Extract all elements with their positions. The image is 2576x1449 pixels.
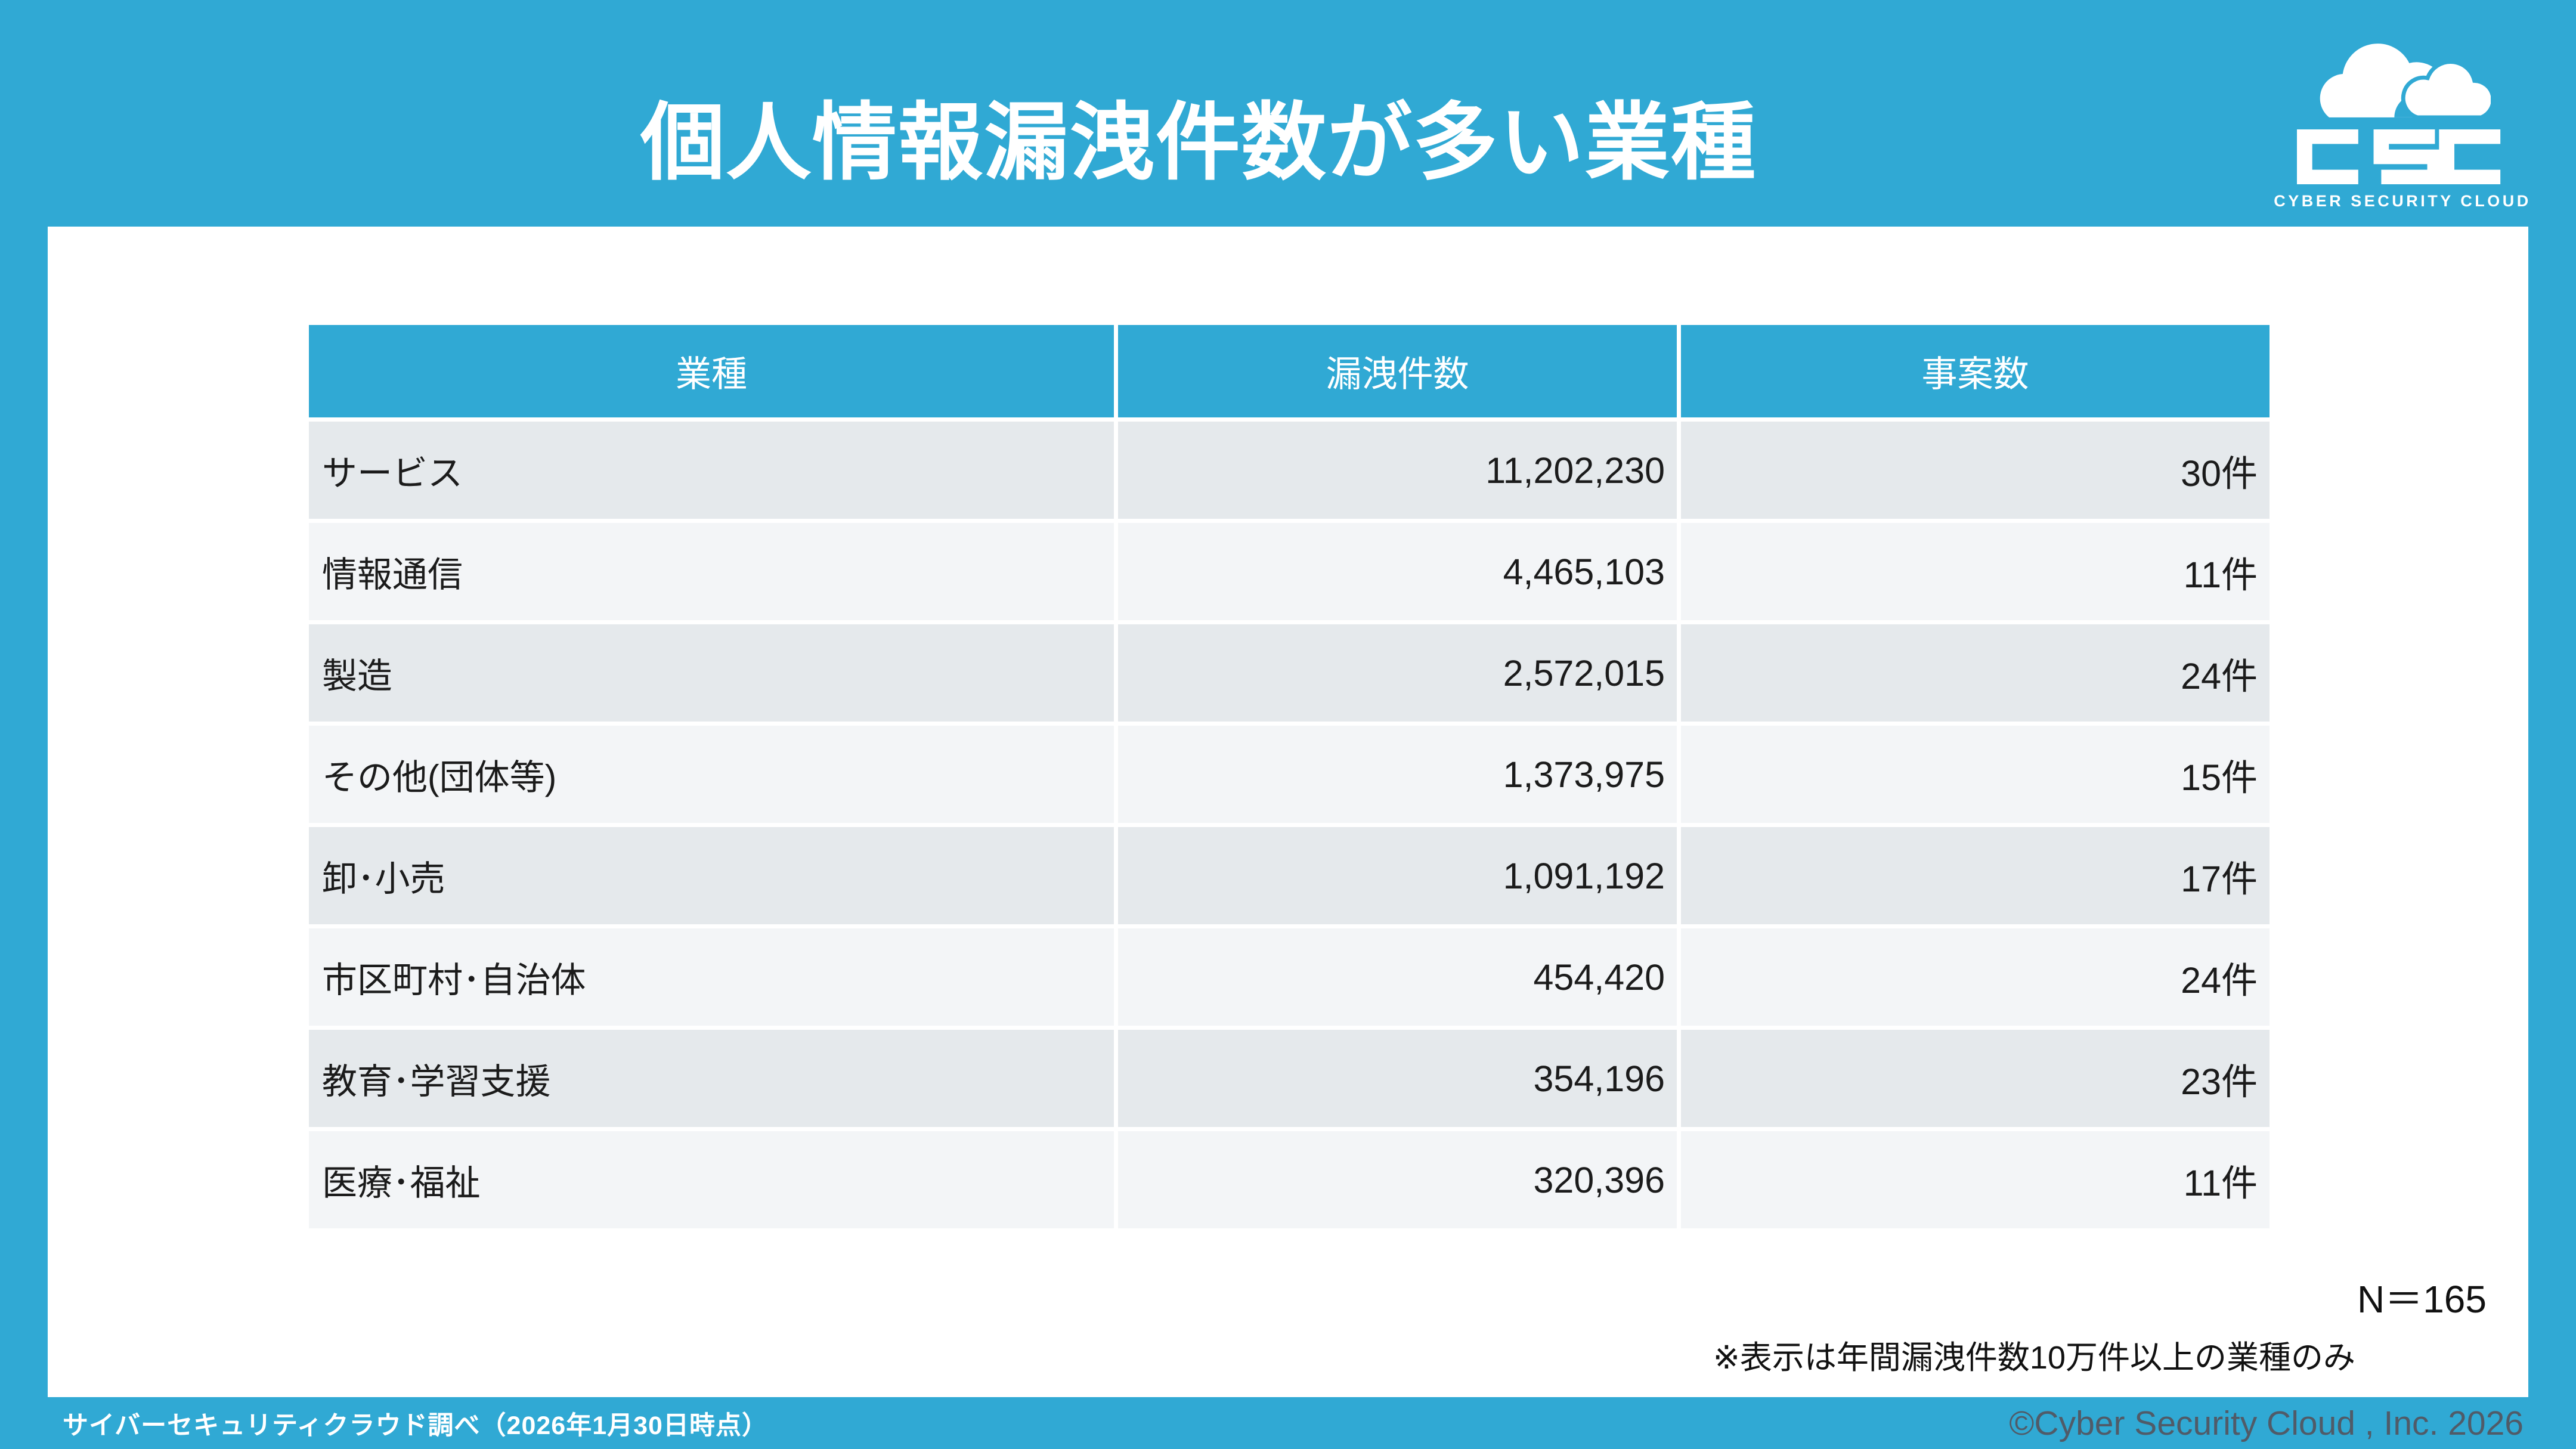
- csc-wordmark-icon: [2296, 129, 2501, 185]
- footer: サイバーセキュリティクラウド調べ（2026年1月30日時点） ©Cyber Se…: [0, 1397, 2576, 1449]
- leak-table: 業種 漏洩件数 事案数 サービス 11,202,230 30件 情報通信 4,4…: [309, 325, 2270, 1228]
- source-label: サイバーセキュリティクラウド調べ（2026年1月30日時点）: [63, 1411, 768, 1440]
- industry-cell: 卸･小売: [309, 827, 1114, 924]
- column-header-industry: 業種: [309, 325, 1114, 417]
- industry-cell: 製造: [309, 624, 1114, 722]
- case-count-cell: 11件: [1681, 523, 2270, 620]
- leak-count-cell: 2,572,015: [1118, 624, 1677, 722]
- case-count-cell: 24件: [1681, 928, 2270, 1026]
- leak-count-cell: 1,091,192: [1118, 827, 1677, 924]
- leak-count-cell: 354,196: [1118, 1030, 1677, 1127]
- case-count-cell: 15件: [1681, 726, 2270, 823]
- leak-count-cell: 320,396: [1118, 1131, 1677, 1228]
- industry-cell: 医療･福祉: [309, 1131, 1114, 1228]
- filter-note: ※表示は年間漏洩件数10万件以上の業種のみ: [1713, 1340, 2355, 1376]
- case-count-cell: 30件: [1681, 422, 2270, 519]
- industry-cell: サービス: [309, 422, 1114, 519]
- case-count-cell: 11件: [1681, 1131, 2270, 1228]
- industry-cell: その他(団体等): [309, 726, 1114, 823]
- page-title: 個人情報漏洩件数が多い業種: [640, 95, 1757, 190]
- industry-cell: 情報通信: [309, 523, 1114, 620]
- leak-count-cell: 1,373,975: [1118, 726, 1677, 823]
- case-count-cell: 23件: [1681, 1030, 2270, 1127]
- copyright-label: ©Cyber Security Cloud , Inc. 2026: [2009, 1404, 2524, 1442]
- column-header-leak-count: 漏洩件数: [1118, 325, 1677, 417]
- cloud-icon: [2320, 44, 2491, 120]
- industry-cell: 教育･学習支援: [309, 1030, 1114, 1127]
- industry-cell: 市区町村･自治体: [309, 928, 1114, 1026]
- leak-count-cell: 4,465,103: [1118, 523, 1677, 620]
- csc-logo: CYBER SECURITY CLOUD: [2274, 35, 2528, 210]
- case-count-cell: 17件: [1681, 827, 2270, 924]
- leak-count-cell: 11,202,230: [1118, 422, 1677, 519]
- case-count-cell: 24件: [1681, 624, 2270, 722]
- column-header-case-count: 事案数: [1681, 325, 2270, 417]
- logo-tagline: CYBER SECURITY CLOUD: [2274, 192, 2531, 210]
- leak-count-cell: 454,420: [1118, 928, 1677, 1026]
- sample-size-label: N＝165: [2357, 1278, 2487, 1321]
